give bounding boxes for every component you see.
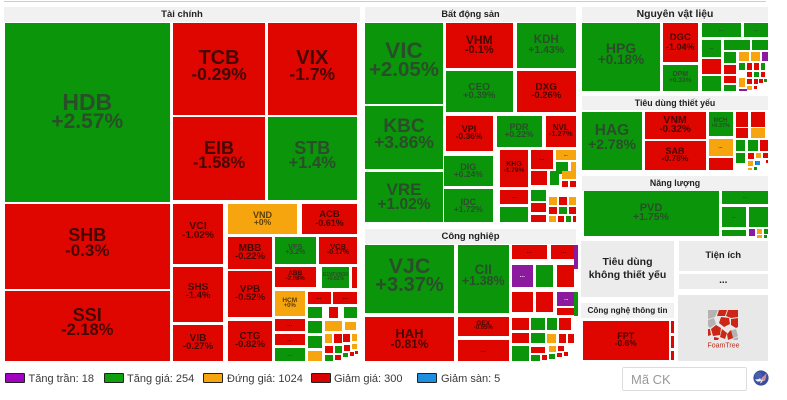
svg-text:FoamTree: FoamTree: [707, 343, 739, 350]
